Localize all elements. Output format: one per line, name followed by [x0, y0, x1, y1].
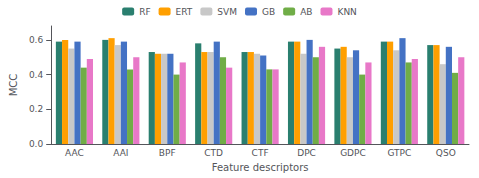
svg-text:0.2: 0.2 [29, 104, 43, 114]
svg-text:GDPC: GDPC [340, 148, 366, 158]
svg-text:CTD: CTD [204, 148, 223, 158]
svg-text:AAI: AAI [113, 148, 128, 158]
svg-text:Feature descriptors: Feature descriptors [212, 162, 309, 173]
svg-text:GTPC: GTPC [387, 148, 411, 158]
svg-text:DPC: DPC [297, 148, 316, 158]
svg-text:KNN: KNN [337, 7, 356, 17]
svg-text:CTF: CTF [252, 148, 269, 158]
svg-text:AAC: AAC [65, 148, 84, 158]
svg-text:QSO: QSO [436, 148, 456, 158]
svg-text:GB: GB [262, 7, 275, 17]
svg-text:MCC: MCC [8, 74, 19, 97]
svg-text:0.6: 0.6 [29, 35, 44, 45]
svg-text:ERT: ERT [176, 7, 193, 17]
svg-text:0.4: 0.4 [29, 70, 44, 80]
svg-text:AB: AB [300, 7, 312, 17]
svg-text:0.0: 0.0 [29, 139, 44, 149]
svg-text:RF: RF [139, 7, 150, 17]
svg-text:SVM: SVM [217, 7, 237, 17]
svg-text:BPF: BPF [159, 148, 176, 158]
